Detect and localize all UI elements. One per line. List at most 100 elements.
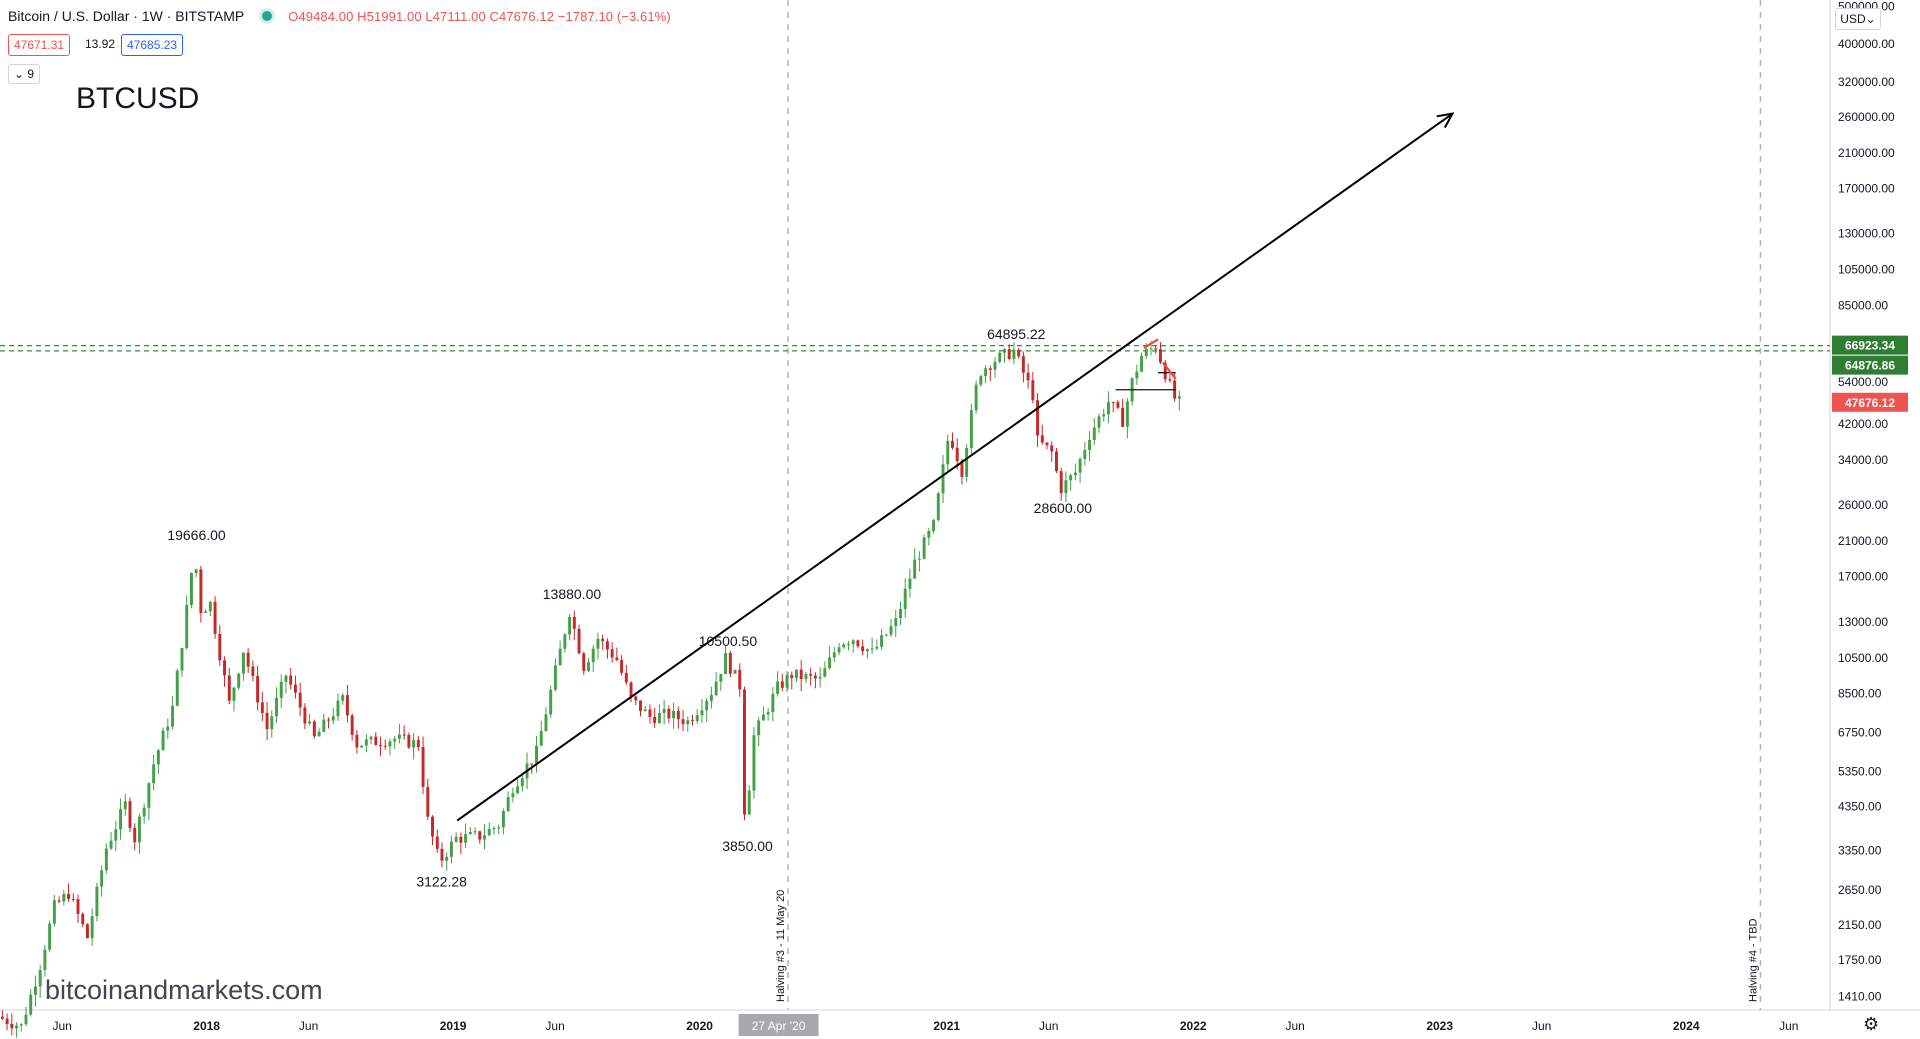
y-tick-label: 170000.00 — [1838, 181, 1895, 195]
x-tick-label: 2018 — [193, 1019, 220, 1033]
candle-body — [743, 689, 746, 815]
candle-body — [388, 741, 392, 747]
candle-body — [464, 833, 468, 843]
candle-body — [681, 719, 685, 725]
sell-price-box[interactable]: 47671.31 — [8, 34, 71, 56]
candle-body — [483, 835, 486, 840]
candle-body — [582, 653, 586, 671]
price-point-label: 19666.00 — [167, 527, 226, 543]
candle-body — [1088, 439, 1092, 451]
x-tick-label: 2021 — [933, 1019, 960, 1033]
candle-body — [1026, 372, 1030, 381]
candle-body — [960, 461, 964, 477]
candle-body — [624, 672, 628, 683]
candle-body — [331, 716, 335, 721]
candle-body — [10, 1023, 14, 1029]
last-price-badge: 47676.12 — [1845, 396, 1895, 410]
x-tick-label: 2022 — [1180, 1019, 1207, 1033]
candle-body — [601, 638, 605, 642]
candle-body — [667, 708, 671, 719]
candle-body — [374, 736, 378, 746]
y-tick-label: 6750.00 — [1838, 725, 1882, 739]
y-tick-label: 1410.00 — [1838, 989, 1882, 1003]
candle-body — [1111, 402, 1115, 404]
price-point-label: 13880.00 — [543, 586, 602, 602]
candle-body — [128, 801, 132, 828]
candle-body — [780, 681, 784, 688]
candle-body — [771, 693, 775, 713]
candle-body — [251, 666, 255, 677]
candle-body — [412, 739, 416, 748]
halving-label: Halving #4 - TBD — [1747, 918, 1759, 1002]
candle-body — [506, 796, 510, 812]
candle-body — [776, 681, 780, 694]
candle-body — [204, 611, 208, 614]
indicators-toggle[interactable]: ⌄ 9 — [8, 64, 40, 84]
candle-body — [709, 695, 713, 701]
y-tick-label: 4350.00 — [1838, 799, 1882, 813]
candle-body — [379, 745, 382, 747]
y-tick-label: 130000.00 — [1838, 227, 1895, 241]
candle-body — [1140, 355, 1144, 372]
candle-body — [1012, 349, 1016, 360]
candle-body — [1040, 435, 1044, 443]
candle-body — [577, 628, 581, 654]
candle-body — [29, 994, 33, 1015]
candle-body — [194, 569, 198, 573]
candle-body — [232, 687, 236, 701]
candle-body — [615, 657, 619, 660]
candle-body — [653, 716, 657, 723]
candle-body — [516, 786, 520, 794]
y-tick-label: 3350.00 — [1838, 843, 1882, 857]
candle-body — [1021, 356, 1025, 373]
candle-body — [856, 640, 860, 647]
candle-body — [738, 669, 742, 690]
buy-price-box[interactable]: 47685.23 — [121, 34, 184, 56]
candle-body — [894, 617, 898, 627]
candle-body — [1102, 414, 1106, 417]
candle-body — [993, 361, 997, 370]
candle-body — [473, 831, 477, 833]
candle-body — [270, 716, 274, 730]
candle-body — [497, 827, 501, 829]
candle-body — [733, 669, 737, 674]
candle-body — [501, 811, 505, 828]
red-trend-mark — [1161, 361, 1177, 380]
candle-body — [766, 712, 770, 715]
candle-body — [345, 695, 349, 716]
candle-body — [48, 923, 52, 950]
candle-body — [884, 634, 888, 636]
x-tick-label: Jun — [1286, 1019, 1305, 1033]
gear-icon[interactable]: ⚙ — [1863, 1014, 1880, 1034]
y-tick-label: 2150.00 — [1838, 918, 1882, 932]
candle-body — [67, 894, 71, 899]
candle-body — [104, 848, 108, 871]
candle-body — [875, 646, 879, 649]
x-tick-label: Jun — [545, 1019, 564, 1033]
candle-body — [1003, 349, 1006, 353]
hline-price-badge-bg — [1832, 355, 1908, 375]
chart-legend: Bitcoin / U.S. Dollar · 1W · BITSTAMP O4… — [8, 8, 671, 24]
candle-body — [360, 745, 364, 748]
crosshair-date-label: 27 Apr '20 — [752, 1019, 806, 1033]
candle-body — [662, 708, 666, 714]
candle-body — [175, 670, 179, 706]
y-tick-label: 85000.00 — [1838, 298, 1888, 312]
candle-body — [81, 913, 85, 925]
candle-body — [790, 675, 794, 679]
candle-body — [322, 719, 326, 732]
candle-body — [1168, 379, 1172, 381]
ohlc-values: O49484.00 H51991.00 L47111.00 C47676.12 … — [288, 8, 671, 24]
candle-body — [832, 652, 836, 658]
symbol-title[interactable]: Bitcoin / U.S. Dollar · 1W · BITSTAMP — [8, 8, 245, 24]
candle-body — [1144, 348, 1148, 356]
candle-body — [237, 673, 241, 688]
candle-body — [189, 572, 193, 605]
currency-selector[interactable]: USD⌄ — [1835, 8, 1881, 30]
candle-body — [492, 828, 496, 830]
y-tick-label: 105000.00 — [1838, 263, 1895, 277]
candle-body — [350, 715, 354, 735]
candle-body — [705, 700, 709, 711]
candle-body — [965, 447, 969, 477]
